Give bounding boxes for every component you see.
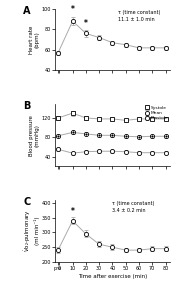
Text: τ (time constant)
11.1 ± 1.0 min: τ (time constant) 11.1 ± 1.0 min xyxy=(118,10,161,22)
Text: C: C xyxy=(23,197,31,207)
Text: *: * xyxy=(84,19,88,28)
Y-axis label: Blood pressure
(mmHg): Blood pressure (mmHg) xyxy=(29,115,40,156)
Text: *: * xyxy=(71,207,75,216)
Text: B: B xyxy=(23,101,31,111)
Text: *: * xyxy=(71,6,75,14)
Y-axis label: Heart rate
(bpm): Heart rate (bpm) xyxy=(29,25,40,54)
Text: τ (time constant)
3.4 ± 0.2 min: τ (time constant) 3.4 ± 0.2 min xyxy=(112,201,155,213)
Y-axis label: $\dot{V}$o₂-pulmonary
(ml min⁻¹): $\dot{V}$o₂-pulmonary (ml min⁻¹) xyxy=(22,210,40,252)
X-axis label: Time after exercise (min): Time after exercise (min) xyxy=(78,274,147,279)
Legend: Systole, Mean, Diastole: Systole, Mean, Diastole xyxy=(144,105,169,121)
Text: A: A xyxy=(23,6,31,16)
